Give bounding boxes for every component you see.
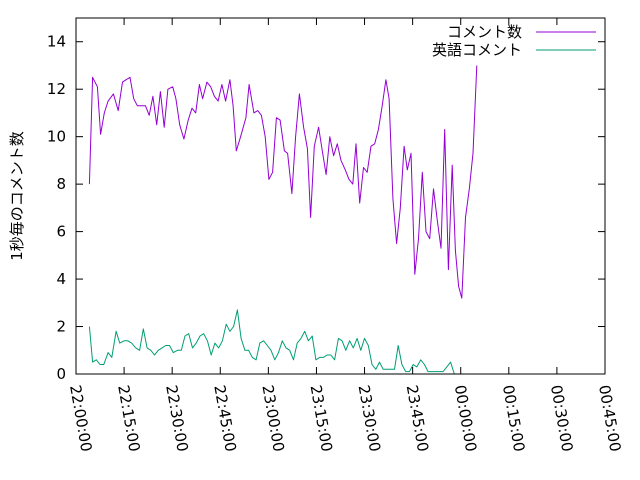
y-axis-label: 1秒毎のコメント数 xyxy=(8,131,26,261)
x-tick-label: 00:15:00 xyxy=(499,384,528,453)
y-tick-label: 14 xyxy=(47,33,66,51)
series-line-2 xyxy=(88,309,477,375)
x-tick-label: 23:30:00 xyxy=(355,384,384,453)
x-tick-label: 23:45:00 xyxy=(403,384,432,453)
series-layer xyxy=(88,65,478,375)
y-tick-label: 8 xyxy=(56,175,66,193)
x-tick-label: 00:00:00 xyxy=(451,384,480,453)
y-tick-label: 0 xyxy=(56,365,66,383)
x-tick-label: 23:15:00 xyxy=(307,384,336,453)
x-tick-label: 23:00:00 xyxy=(258,384,287,453)
series-line-1 xyxy=(88,65,478,299)
y-tick-label: 2 xyxy=(56,318,66,336)
x-tick-label: 00:30:00 xyxy=(547,384,576,453)
y-tick-label: 12 xyxy=(47,80,66,98)
legend-label-2: 英語コメント xyxy=(432,41,522,59)
x-tick-label: 22:15:00 xyxy=(114,384,143,453)
x-tick-label: 00:45:00 xyxy=(595,384,624,453)
x-tick-label: 22:45:00 xyxy=(210,384,239,453)
y-axis: 0 2 4 6 8 10 12 14 xyxy=(47,33,605,383)
plot-frame xyxy=(75,17,606,375)
x-axis: 22:00:00 22:15:00 22:30:00 22:45:00 23:00:00… xyxy=(66,18,624,453)
y-tick-label: 4 xyxy=(56,270,66,288)
y-tick-label: 10 xyxy=(47,128,66,146)
legend-label-1: コメント数 xyxy=(447,23,522,41)
x-tick-label: 22:30:00 xyxy=(162,384,191,453)
y-tick-label: 6 xyxy=(56,223,66,241)
x-tick-label: 22:00:00 xyxy=(66,384,95,453)
